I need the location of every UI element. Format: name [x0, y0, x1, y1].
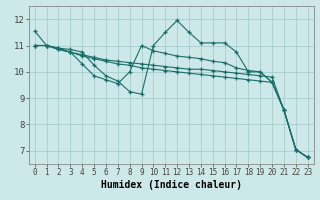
X-axis label: Humidex (Indice chaleur): Humidex (Indice chaleur)	[101, 180, 242, 190]
